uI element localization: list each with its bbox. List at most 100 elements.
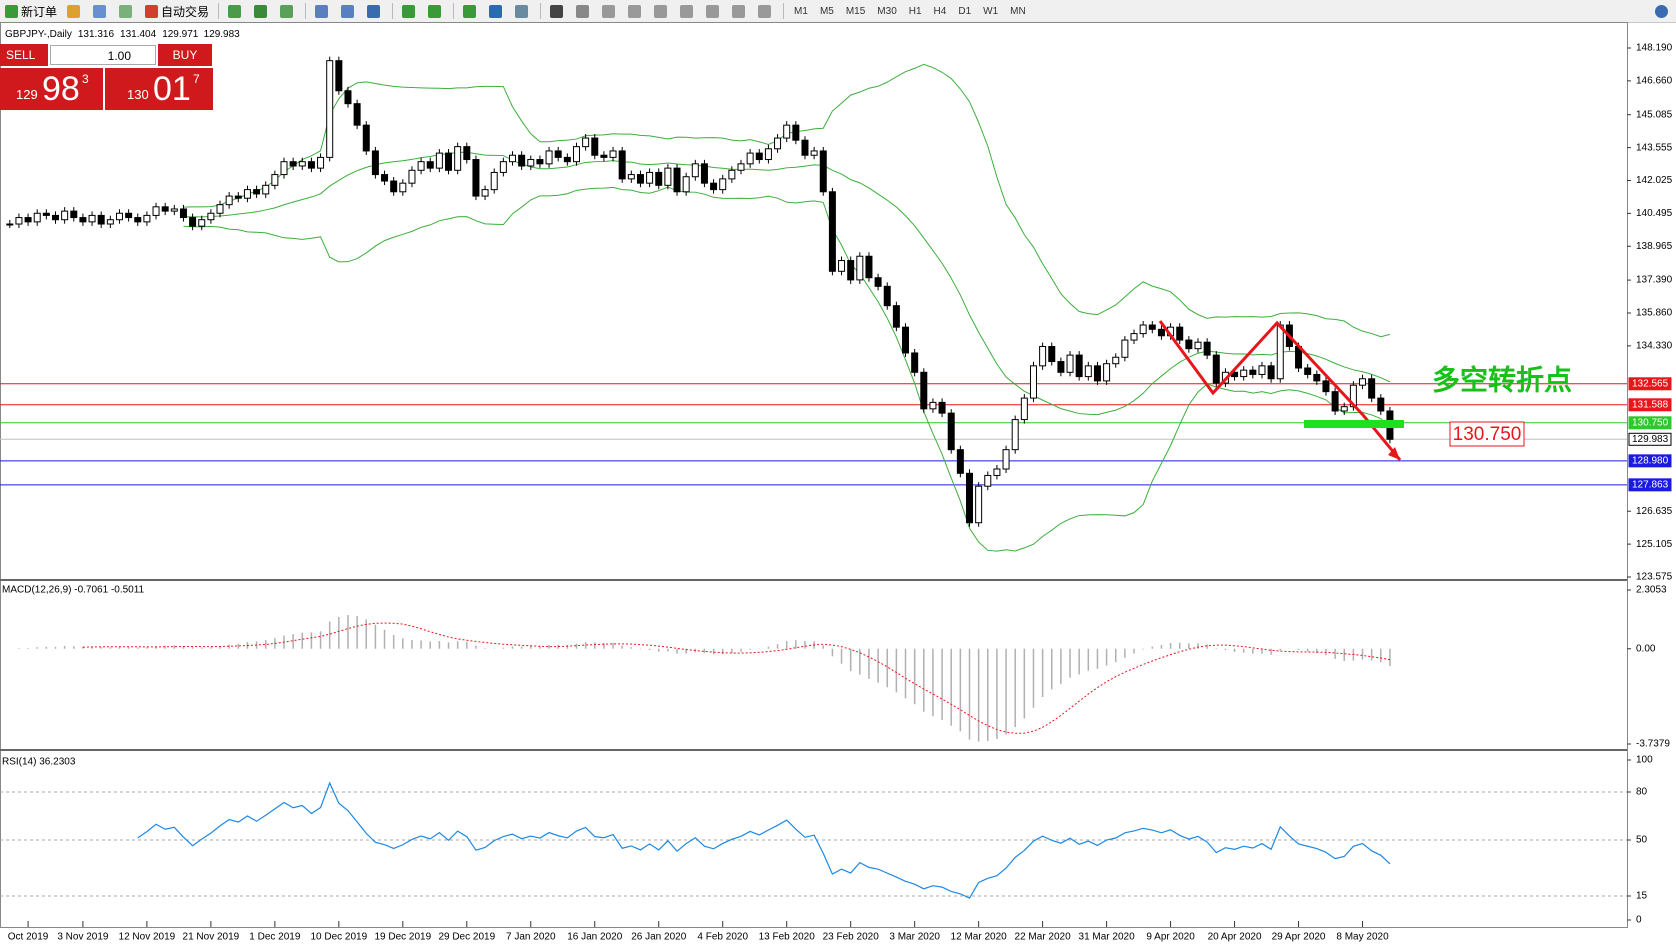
candle (1304, 367, 1312, 375)
candle (572, 146, 580, 163)
timeframe-button[interactable]: H4 (933, 5, 947, 17)
trend-arrow (1158, 320, 1402, 461)
y-tick-label: 2.3053 (1636, 585, 1667, 596)
candle (408, 169, 416, 184)
icon-button[interactable] (649, 1, 675, 21)
candle (527, 159, 535, 167)
candle (125, 212, 133, 219)
candle (1368, 378, 1376, 399)
timeframe-button[interactable]: H1 (908, 5, 922, 17)
candle (216, 204, 224, 214)
icon-button[interactable] (701, 1, 727, 21)
cursor-button[interactable] (545, 1, 571, 21)
level-label: 128.980 (1632, 455, 1669, 466)
candle (1176, 326, 1184, 341)
timeframe-button[interactable]: M15 (845, 5, 866, 17)
x-tick-label: 29 Dec 2019 (438, 932, 495, 943)
candle (1121, 339, 1129, 358)
level-label-box (1628, 478, 1672, 492)
separator (305, 3, 307, 19)
y-tick-label: 0 (1636, 915, 1642, 926)
y-tick-label: 100 (1636, 755, 1653, 766)
icon-button[interactable] (727, 1, 753, 21)
candle (1249, 369, 1257, 375)
candle (993, 468, 1001, 476)
candle (947, 412, 955, 451)
timeframe-button[interactable]: D1 (958, 5, 972, 17)
buy-button[interactable]: BUY (158, 44, 212, 66)
icon-button[interactable] (362, 1, 388, 21)
x-tick-label: 4 Feb 2020 (697, 932, 748, 943)
candle (481, 189, 489, 197)
trade-panel: SELL 1.00 BUY 129 98 3 130 01 7 (0, 44, 214, 110)
new-order-button[interactable]: 新订单 (0, 1, 62, 21)
candle (600, 154, 608, 158)
icon-button[interactable] (753, 1, 779, 21)
auto-trade-button[interactable]: 自动交易 (140, 1, 214, 21)
candle (1331, 391, 1339, 412)
candle (1103, 363, 1111, 382)
ask-box[interactable]: 130 01 7 (105, 68, 213, 110)
icon-button[interactable] (510, 1, 536, 21)
icon-button[interactable] (597, 1, 623, 21)
timeframe-button[interactable]: W1 (983, 5, 999, 17)
candle (399, 182, 407, 193)
timeframe-button[interactable]: M5 (819, 5, 834, 17)
icon-button[interactable] (458, 1, 484, 21)
search-button[interactable] (1650, 1, 1676, 21)
icon-button[interactable] (88, 1, 114, 21)
x-tick-label: 3 Mar 2020 (889, 932, 940, 943)
ask-main: 01 (153, 70, 191, 108)
icon-button[interactable] (62, 1, 88, 21)
candle (152, 206, 160, 216)
lot-input[interactable]: 1.00 (50, 45, 156, 65)
ohlc-value: 129.983 (204, 29, 241, 40)
candle (609, 150, 617, 158)
sell-button[interactable]: SELL (0, 44, 48, 66)
zoom-out-button[interactable] (336, 1, 362, 21)
candle (673, 167, 681, 193)
icon-button[interactable] (275, 1, 301, 21)
x-tick-label: 8 May 2020 (1336, 932, 1389, 943)
candle (52, 214, 59, 221)
x-tick-label: 12 Nov 2019 (119, 932, 176, 943)
zoom-in-button[interactable] (310, 1, 336, 21)
candle (966, 472, 973, 524)
timeframe-button[interactable]: M30 (877, 5, 897, 17)
x-tick-label: 26 Jan 2020 (631, 932, 686, 943)
candle (253, 189, 261, 195)
timeframes: M1 M5 M15 M30 H1 H4 D1 W1 MN (788, 6, 1032, 17)
icon-button[interactable] (423, 1, 449, 21)
bid-box[interactable]: 129 98 3 (0, 68, 103, 110)
candle (271, 174, 279, 186)
candle (490, 171, 498, 191)
icon-button[interactable] (114, 1, 140, 21)
icon-button[interactable] (397, 1, 423, 21)
y-tick-label: 80 (1636, 787, 1648, 798)
candle (847, 260, 855, 281)
ohlc-value: 131.316 (78, 29, 115, 40)
y-tick-label: 143.555 (1636, 142, 1673, 153)
level-label-box (1628, 454, 1672, 468)
candle (984, 474, 992, 487)
candle (563, 156, 571, 163)
icon-button[interactable] (484, 1, 510, 21)
candle (755, 152, 763, 161)
icon-button[interactable] (249, 1, 275, 21)
icon-button[interactable] (623, 1, 649, 21)
candle (801, 139, 809, 156)
candle (24, 217, 32, 223)
candle (499, 161, 507, 173)
icon-button[interactable] (675, 1, 701, 21)
candle (243, 189, 251, 199)
icon-button[interactable] (223, 1, 249, 21)
candle (362, 124, 370, 152)
y-tick-label: 50 (1636, 835, 1648, 846)
timeframe-button[interactable]: MN (1010, 5, 1026, 17)
crosshair-button[interactable] (571, 1, 597, 21)
timeframe-button[interactable]: M1 (794, 5, 808, 17)
candle (335, 60, 343, 92)
y-tick-label: -3.7379 (1636, 739, 1670, 750)
candle (1340, 406, 1348, 412)
